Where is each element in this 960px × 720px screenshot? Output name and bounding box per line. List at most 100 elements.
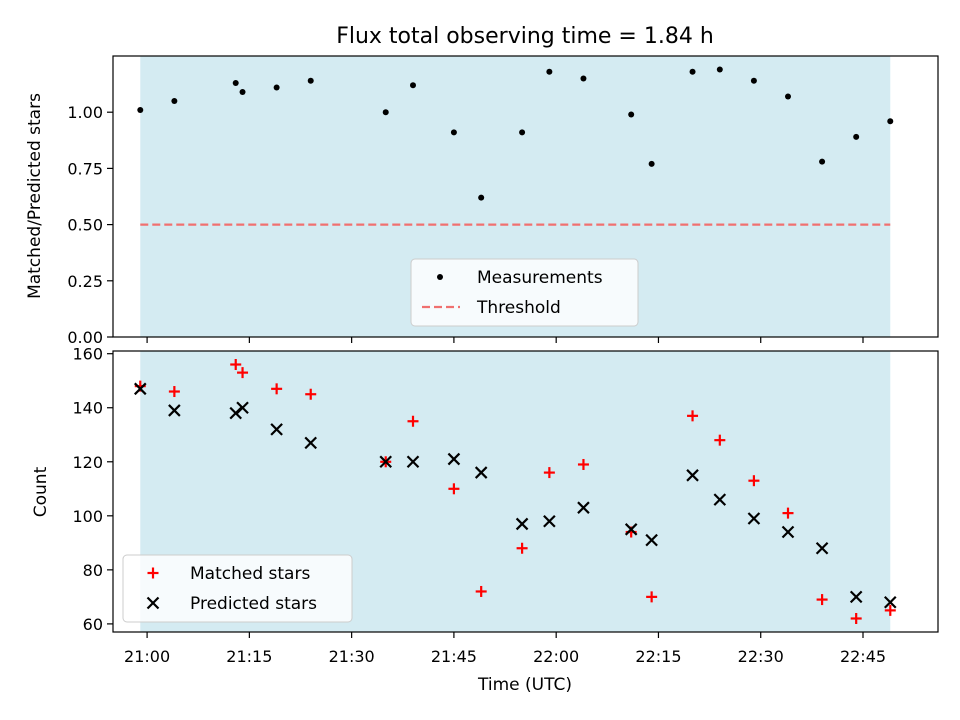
matched-star-point — [168, 386, 180, 398]
count-x-tick-label: 21:30 — [329, 647, 375, 666]
legend-predicted-marker — [146, 596, 160, 610]
predicted-star-point — [883, 596, 897, 609]
count-y-tick-label: 100 — [72, 507, 103, 526]
count-legend: Matched stars Predicted stars — [122, 554, 353, 623]
predicted-star-point — [543, 514, 556, 528]
ratio-panel: 0.00 0.25 0.50 0.75 1.00 Flux total observin… — [25, 24, 939, 347]
matched-star-point — [687, 410, 699, 422]
predicted-star-point-b — [849, 590, 863, 604]
predicted-star-point — [747, 512, 761, 525]
legend-matched-glyph — [147, 567, 159, 579]
count-y-tick-label: 60 — [83, 615, 103, 634]
count-legend-box — [122, 554, 353, 623]
measurement-point — [546, 68, 553, 75]
count-y-tick-label: 160 — [72, 345, 103, 364]
predicted-star-point — [168, 404, 181, 417]
predicted-star-point-b — [304, 436, 318, 450]
matched-star-point — [714, 434, 726, 446]
ratio-axes-frame — [112, 55, 939, 338]
matched-star-point — [305, 388, 317, 400]
matched-star-point — [230, 359, 242, 371]
chart-title: Flux total observing time = 1.84 h — [336, 24, 714, 49]
predicted-star-point — [406, 455, 420, 469]
measurement-point — [137, 106, 144, 113]
measurement-point — [580, 75, 587, 82]
predicted-star-point-b — [474, 466, 488, 479]
matched-star-point — [816, 594, 828, 606]
matched-star-point — [237, 367, 249, 379]
matched-star-point — [475, 585, 487, 597]
predicted-star-point-b — [515, 517, 529, 531]
count-axes-frame — [112, 350, 939, 633]
ratio-y-tick-label: 1.00 — [67, 103, 103, 122]
predicted-star-point-b — [781, 525, 795, 539]
count-x-tick-label: 22:00 — [533, 647, 579, 666]
measurement-point — [478, 194, 485, 201]
count-y-tick-label: 140 — [72, 399, 103, 418]
legend-matched-label: Matched stars — [190, 564, 310, 584]
predicted-star-point — [781, 525, 795, 539]
predicted-star-point — [474, 466, 488, 479]
predicted-star-point — [577, 501, 590, 514]
count-x-tick-label: 21:00 — [124, 647, 170, 666]
predicted-star-point — [304, 436, 318, 450]
predicted-star-point — [133, 382, 147, 396]
measurement-point — [239, 88, 246, 95]
predicted-star-point-b — [747, 512, 761, 525]
predicted-star-point — [686, 469, 699, 482]
count-x-tick-label: 21:15 — [226, 647, 272, 666]
predicted-star-point — [379, 455, 393, 469]
measurement-point — [410, 82, 416, 89]
matched-star-point — [448, 483, 460, 495]
matched-star-point — [407, 415, 419, 427]
measurement-point — [689, 68, 696, 75]
measurement-point — [307, 77, 314, 84]
count-x-tick-label: 22:30 — [738, 647, 784, 666]
matched-star-point — [646, 591, 658, 603]
ratio-y-tick-label: 0.25 — [67, 272, 103, 291]
predicted-star-point-b — [645, 533, 658, 547]
measurement-point — [819, 158, 826, 165]
predicted-star-point — [447, 452, 461, 466]
legend-measurements-marker — [437, 274, 443, 280]
measurement-point — [519, 129, 526, 136]
predicted-star-point — [624, 523, 638, 536]
predicted-star-point-b — [624, 523, 638, 536]
predicted-star-point-b — [713, 493, 727, 506]
count-y-tick-label: 120 — [72, 453, 103, 472]
legend-threshold-label: Threshold — [476, 298, 561, 318]
predicted-star-point-b — [236, 401, 249, 415]
ratio-y-tick-label: 0.00 — [67, 328, 103, 347]
matched-star-point — [577, 458, 589, 470]
count-panel: 60 80 100 120 140 160 21:00 21:15 21:30 21:45 22:… — [31, 345, 939, 695]
measurement-point — [232, 79, 239, 86]
legend-measurements-label: Measurements — [477, 268, 603, 288]
predicted-star-point — [236, 401, 249, 415]
matched-star-point — [271, 383, 283, 395]
predicted-star-point — [713, 493, 727, 506]
legend-predicted-label: Predicted stars — [190, 594, 317, 614]
predicted-star-point — [645, 533, 658, 547]
measurement-point — [628, 111, 635, 118]
measurement-point — [171, 97, 178, 104]
predicted-star-point-b — [270, 423, 283, 436]
ratio-x-ticks — [146, 337, 864, 343]
predicted-star-point — [849, 590, 863, 604]
measurement-point — [785, 93, 791, 100]
count-y-tick-label: 80 — [83, 561, 103, 580]
predicted-star-point-b — [379, 455, 393, 469]
predicted-star-point — [270, 423, 283, 436]
measurement-point — [273, 84, 280, 91]
matched-star-point — [850, 612, 862, 624]
predicted-star-point — [815, 541, 829, 555]
legend-predicted-glyph — [146, 596, 160, 610]
ratio-legend-box — [410, 258, 639, 327]
ratio-y-axis-label: Matched/Predicted stars — [25, 93, 45, 299]
predicted-star-point-b — [133, 382, 147, 396]
ratio-y-tick-label: 0.75 — [67, 159, 103, 178]
matched-star-point — [782, 507, 794, 519]
matched-star-point — [884, 604, 896, 616]
predicted-star-point-b — [406, 455, 420, 469]
legend-predicted-glyph-b — [146, 596, 160, 610]
predicted-star-point-b — [577, 501, 590, 514]
